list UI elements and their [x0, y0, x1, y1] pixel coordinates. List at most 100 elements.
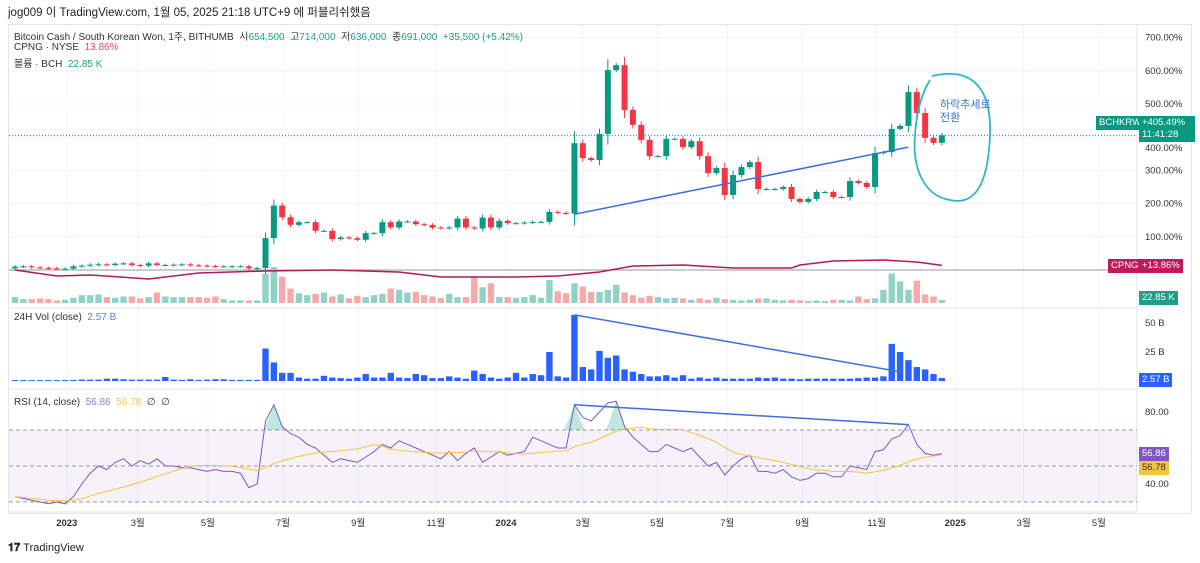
- rsi-trendline: [574, 404, 909, 426]
- high-value: 714,000: [299, 32, 336, 43]
- volume-bar: [379, 293, 386, 303]
- vol24-bar: [329, 377, 336, 381]
- volume-bar: [846, 300, 854, 303]
- vol24-bar: [312, 378, 319, 381]
- volume-bar: [195, 297, 202, 303]
- vol24-bar: [153, 379, 161, 381]
- vol24-bar: [395, 377, 403, 381]
- volume-bar: [696, 298, 703, 303]
- candle-body: [204, 265, 211, 267]
- volume-bar: [688, 299, 695, 303]
- volume-legend[interactable]: 볼륨 · BCH 22.85 K: [14, 55, 102, 70]
- volume-bar: [420, 295, 428, 303]
- rsi-legend[interactable]: RSI (14, close) 56.86 56.78 ∅ ∅: [14, 397, 170, 408]
- volume-bar: [45, 299, 52, 303]
- volume-bar: [638, 297, 645, 303]
- vol24-legend[interactable]: 24H Vol (close) 2.57 B: [14, 312, 116, 323]
- candle-body: [838, 196, 845, 198]
- tradingview-logo[interactable]: 𝟏𝟕 TradingView: [8, 542, 84, 555]
- volume-bar: [613, 284, 620, 303]
- candle-body: [396, 221, 403, 228]
- vol24-bar: [437, 378, 445, 381]
- volume-bar: [128, 296, 136, 303]
- candle-body: [688, 141, 695, 148]
- candle-body: [212, 266, 219, 268]
- vol24-bar: [479, 374, 486, 381]
- vol24-bar: [53, 380, 60, 382]
- rsi-label: RSI (14, close): [14, 397, 81, 408]
- symbol-name[interactable]: Bitcoin Cash / South Korean Won, 1주, BIT…: [14, 32, 234, 43]
- candle-body: [404, 221, 411, 223]
- vol24-bar: [871, 377, 879, 381]
- volume-bar: [462, 297, 470, 303]
- vol24-bar: [429, 378, 436, 381]
- vol24-bar: [604, 357, 612, 381]
- candle-body: [646, 139, 653, 157]
- price-tick-label: 200.00%: [1145, 199, 1183, 210]
- vol24-bar: [279, 372, 286, 381]
- vol24-value: 2.57 B: [87, 312, 117, 323]
- volume-bar: [412, 291, 419, 303]
- vol24-bar: [471, 370, 478, 381]
- cpng-legend[interactable]: CPNG · NYSE 13.86%: [14, 42, 119, 53]
- candle-body: [763, 188, 770, 190]
- rsi-value: 56.86: [85, 397, 111, 408]
- volume-bar: [537, 297, 545, 303]
- time-tick-label: 5월: [1092, 517, 1106, 529]
- time-tick-label: 9월: [795, 517, 809, 529]
- tv-logo-text: TradingView: [23, 542, 84, 554]
- low-value: 636,000: [350, 32, 387, 43]
- vol24-bar: [621, 369, 628, 381]
- cpng-name-tag: CPNG: [1108, 259, 1142, 273]
- vol24-bar: [78, 379, 85, 381]
- volume-bar: [571, 283, 578, 303]
- candle-body: [237, 266, 244, 268]
- change-value: +35,500 (+5.42%): [442, 32, 523, 43]
- rsi-ma-value: 56.78: [116, 397, 142, 408]
- vol24-bar: [496, 378, 503, 381]
- candle-body: [746, 162, 753, 168]
- vol24-bar: [379, 377, 386, 381]
- vol24-bar: [86, 379, 94, 381]
- candle-body: [295, 222, 302, 225]
- volume-bar: [446, 293, 453, 303]
- vol24-bar: [729, 378, 737, 381]
- cpng-line: [14, 259, 942, 280]
- candle-body: [922, 112, 929, 138]
- candle-body: [112, 263, 119, 266]
- candle-body: [220, 266, 227, 268]
- candle-body: [538, 221, 545, 223]
- candle-body: [780, 187, 787, 189]
- vol24-bar: [738, 378, 745, 381]
- vol24-bar: [446, 376, 453, 381]
- candle-body: [153, 263, 160, 266]
- candle-body: [563, 212, 570, 214]
- volume-bar: [454, 297, 461, 303]
- volume-bar: [153, 292, 161, 303]
- candle-body: [87, 264, 94, 266]
- candle-body: [755, 162, 762, 189]
- candle-body: [412, 221, 419, 225]
- vol24-bar: [20, 380, 27, 382]
- volume-bar: [337, 294, 344, 303]
- candle-body: [730, 175, 737, 195]
- volume-value: 22.85 K: [67, 59, 103, 70]
- vol24-bar: [938, 378, 946, 381]
- vol24-bar: [337, 378, 344, 381]
- volume-bar: [78, 295, 85, 303]
- volume-bar: [245, 300, 252, 303]
- bch-pct: +405.49%: [1142, 117, 1186, 128]
- rsi-extra-1: ∅: [146, 397, 156, 408]
- volume-bar: [120, 296, 127, 303]
- vol24-bar: [387, 372, 394, 381]
- candle-body: [179, 264, 185, 266]
- vol24-bar: [562, 377, 570, 381]
- volume-bar: [429, 296, 436, 303]
- candle-body: [304, 222, 311, 224]
- candle-body: [12, 266, 18, 269]
- candle-body: [638, 124, 645, 140]
- candle-body: [254, 268, 261, 270]
- vol24-bar: [813, 378, 820, 381]
- vol24-bar: [746, 378, 753, 381]
